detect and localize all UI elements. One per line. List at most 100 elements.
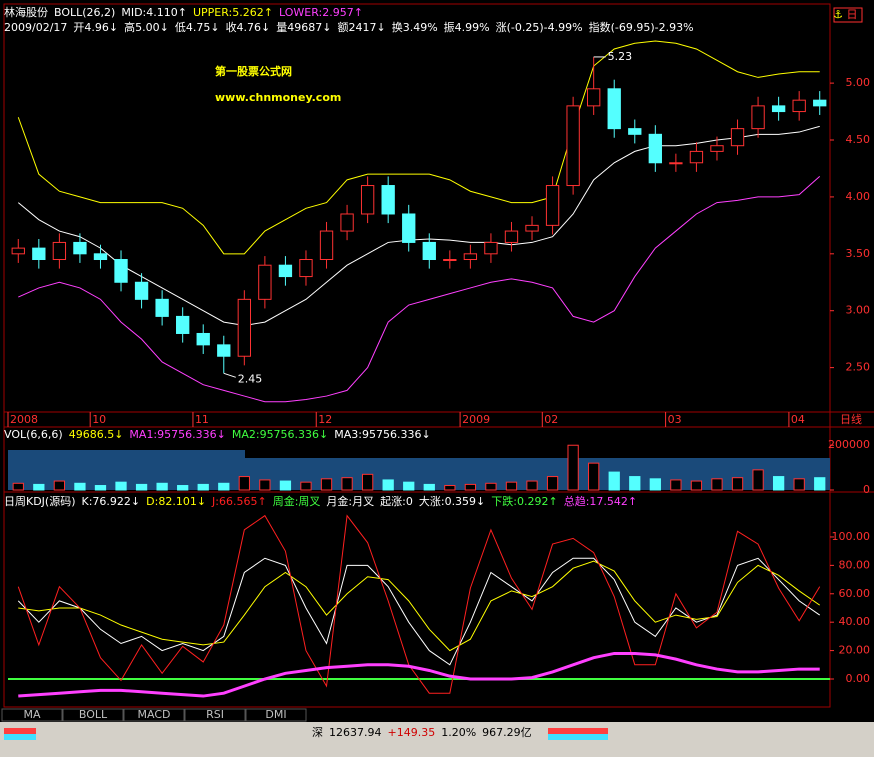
volume-bar [12,482,24,491]
header-item: 林海股份 [4,5,48,19]
series-line [18,560,821,652]
header-item: 周金:周叉 [273,494,321,508]
mini-bar [548,728,608,734]
status-item: 深 [312,726,323,739]
header-item: 总趋:17.542↑ [564,494,637,508]
candle-body [689,150,704,164]
tab-label[interactable]: RSI [206,708,224,721]
series-line [18,651,820,698]
header-item: 低4.75↓ [175,21,220,34]
volume-bar [793,478,805,491]
volume-bar [567,444,579,491]
candle-body [710,145,724,152]
mini-bar [4,728,36,734]
volume-bar [731,477,744,491]
header-item: MA3:95756.336↓ [334,428,430,441]
tab-label[interactable]: BOLL [79,708,108,721]
corner-box [833,7,863,23]
volume-bar [238,476,250,491]
y-tick-label: 4.50 [846,133,871,146]
header-item: 起涨:0 [380,495,413,508]
header-item: 涨(-0.25)-4.99% [496,21,583,34]
header-item: MA2:95756.336↓ [232,428,328,441]
candle-body [771,105,786,113]
series-line [17,557,821,666]
candle-body [217,344,231,357]
candle-body [504,230,519,243]
volume-bar [259,479,271,491]
header-item: 振4.99% [444,20,490,34]
y-tick-label: 40.00 [839,615,871,628]
volume-bar [300,481,312,491]
candle-body [32,247,46,261]
volume-bar [485,482,497,491]
volume-bar [74,482,86,491]
y-tick-label: 4.00 [846,190,871,203]
candle-body [463,253,478,261]
header-item: 高5.00↓ [124,20,169,34]
header-item: 月金:月叉 [326,494,374,508]
header-item: 下跌:0.292↑ [491,494,557,508]
header: VOL(6,6,6) 49686.5↓ MA1:95756.336↓ MA2:9575… [4,428,431,441]
candle-body [443,259,457,262]
series-line [17,514,821,694]
volume-bar [156,482,168,491]
header-item: MA1:95756.336↓ [129,428,225,441]
tab-label[interactable]: MACD [138,708,171,721]
candle-body [237,298,251,357]
candle-body [258,264,272,300]
volume-bar [279,480,292,491]
candle-body [628,128,642,135]
volume-bar [94,485,107,491]
tab[interactable] [62,708,124,722]
candle-body [196,332,210,346]
header-item: 开4.96↓ [73,21,118,34]
tab-label[interactable]: DMI [265,708,286,721]
x-tick-label: 03 [668,413,682,426]
candle-body [340,213,354,232]
tab[interactable] [184,708,246,722]
candle-body [669,162,683,165]
tab[interactable] [245,708,307,722]
x-tick-label: 02 [544,413,558,426]
candle-body [587,88,601,107]
header-item: K:76.922↓ [82,495,141,508]
header-item: 日周KDJ(源码) [4,494,76,508]
annotation: 5.23 [608,50,633,63]
candle-body [73,241,87,255]
annotation-line [223,372,236,378]
volume-bar [772,476,785,491]
candle-body [545,185,560,226]
status-item: 1.20% [441,726,476,739]
y-tick-label: 5.00 [846,76,871,89]
annotation: 2.45 [238,372,263,385]
header-item: MID:4.110↑ [121,6,187,19]
volume-bar [423,483,435,491]
period-label: 日线 [840,412,862,426]
header: 2009/02/17 开4.96↓ 高5.00↓ 低4.75↓ 收4.76↓ 量49687… [4,20,694,34]
tab-label[interactable]: MA [23,708,40,721]
candle-body [11,247,25,255]
volume-bar [135,483,148,491]
candle-body [93,253,108,261]
y-tick-label: 2.50 [846,361,871,374]
candle-body [360,185,375,215]
y-tick-label: 20.00 [839,644,871,657]
candle-body [155,298,169,317]
series-line [18,176,821,403]
mini-bar [4,734,36,740]
header-item: 收4.76↓ [226,20,271,34]
candle-body [566,105,580,187]
tab[interactable] [1,708,63,722]
candle-body [299,259,313,278]
watermark: www.chnmoney.com [215,91,341,104]
volume-bar [546,476,559,491]
y-tick-label: 80.00 [839,558,871,571]
header-item: J:66.565↑ [211,495,267,508]
tab[interactable] [123,708,185,722]
volume-bar [608,471,620,491]
x-tick-label: 12 [318,413,332,426]
volume-bar [464,483,477,491]
